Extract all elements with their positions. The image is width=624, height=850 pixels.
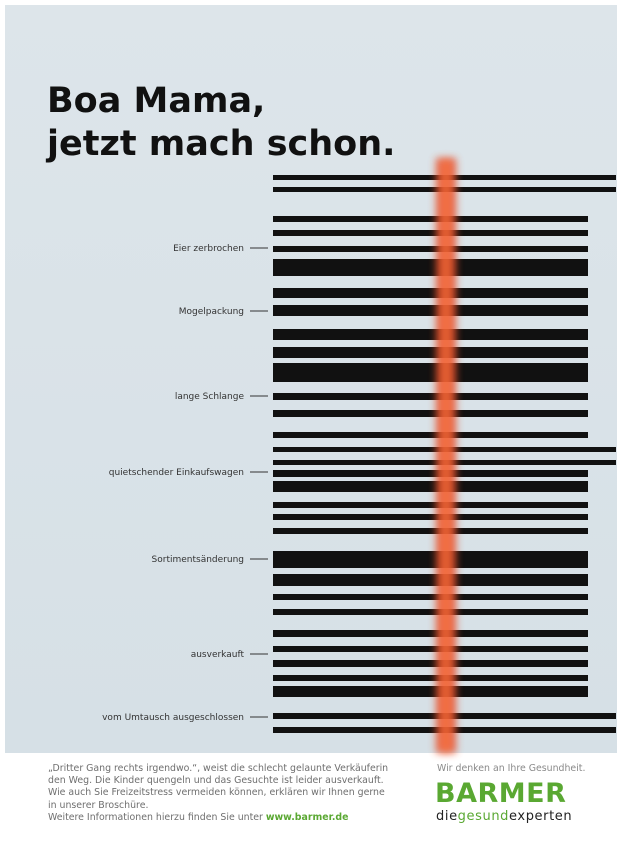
bar (273, 481, 588, 492)
bar (273, 574, 588, 586)
bar (273, 288, 588, 298)
label: quietschender Einkaufswagen (109, 468, 244, 478)
bar (273, 686, 588, 697)
bar (273, 305, 588, 316)
sub-part: die (436, 809, 458, 824)
body-copy: „Dritter Gang rechts irgendwo.“, weist d… (48, 763, 408, 824)
logo: BARMER (435, 778, 567, 809)
bar (273, 230, 588, 236)
bar (273, 609, 588, 615)
bar (273, 675, 588, 681)
bar (273, 594, 588, 600)
label: Mogelpackung (179, 307, 244, 317)
scanner-beam (436, 158, 456, 753)
copy-text: Weitere Informationen hierzu finden Sie … (48, 811, 263, 823)
barcode (273, 175, 616, 733)
logo-sub: diegesundexperten (436, 809, 572, 824)
bar (273, 410, 588, 417)
bar (273, 660, 588, 667)
bar (273, 259, 588, 276)
label: lange Schlange (175, 392, 245, 402)
copy-line: Wie auch Sie Freizeitstress vermeiden kö… (48, 787, 385, 799)
bar (273, 646, 588, 652)
copy-line: Weitere Informationen hierzu finden Sie … (48, 812, 408, 824)
bar (273, 502, 588, 508)
bar (273, 470, 588, 477)
copy-line: in unserer Broschüre. (48, 799, 149, 811)
bar (273, 216, 588, 222)
bar (273, 630, 588, 637)
bar (273, 528, 588, 534)
headline: Boa Mama, (47, 81, 265, 121)
bar (273, 363, 588, 382)
bar (273, 329, 588, 340)
sub-part: gesund (457, 809, 510, 824)
label: Sortimentsänderung (152, 555, 244, 565)
headline: jetzt mach schon. (45, 124, 395, 164)
copy-line: den Weg. Die Kinder quengeln und das Ges… (48, 775, 384, 787)
label: ausverkauft (191, 650, 245, 660)
bar (273, 551, 588, 568)
label: Eier zerbrochen (173, 244, 244, 254)
bar (273, 393, 588, 400)
bar (273, 347, 588, 358)
label: vom Umtausch ausgeschlossen (102, 713, 244, 723)
bar (273, 246, 588, 252)
bar (273, 432, 588, 438)
copy-line: „Dritter Gang rechts irgendwo.“, weist d… (48, 763, 389, 774)
labels: Eier zerbrochen Mogelpackung lange Schlang… (102, 244, 268, 723)
sub-part: experten (509, 809, 573, 824)
tagline: Wir denken an Ihre Gesundheit. (437, 763, 586, 774)
link[interactable]: www.barmer.de (265, 811, 349, 823)
bar (273, 514, 588, 520)
